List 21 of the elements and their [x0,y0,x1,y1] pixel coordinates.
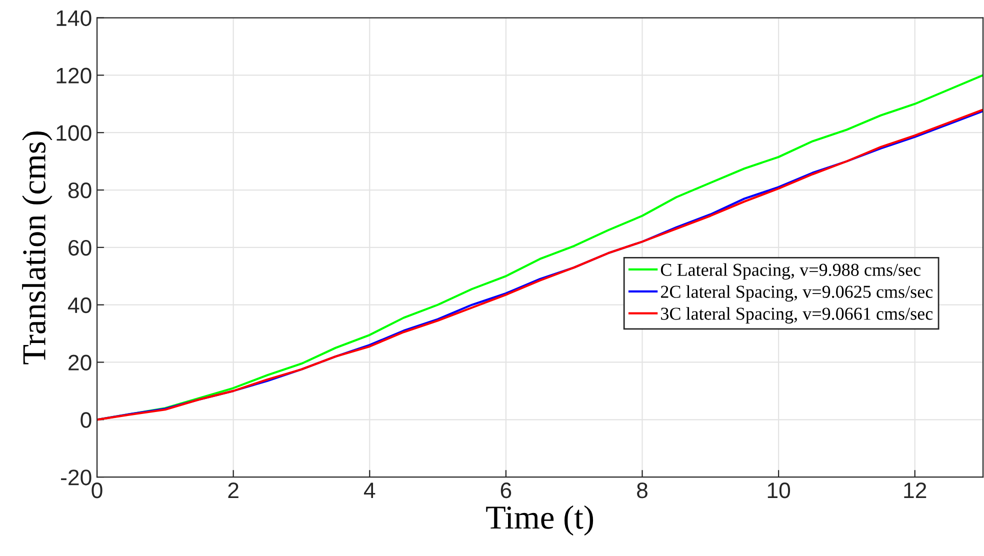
x-axis-title: Time (t) [486,505,594,536]
x-tick-label: 6 [500,482,512,498]
y-tick-label: 80 [68,182,92,198]
legend-label: 2C lateral Spacing, v=9.0625 cms/sec [660,285,933,302]
y-tick-label: 40 [68,297,92,314]
x-tick-label: 2 [228,482,238,498]
y-tick-label: 0 [80,412,92,428]
y-tick-label: 140 [56,10,92,26]
x-tick-label: 12 [904,482,926,498]
x-tick-label: 4 [364,482,376,498]
x-tick-label: 10 [768,482,790,498]
y-tick-label: 100 [56,125,92,141]
y-axis-title: Translation (cms) [22,131,52,364]
y-tick-label: 20 [68,354,92,371]
y-tick-label: 60 [68,240,92,256]
x-tick-label: 8 [637,482,648,498]
legend-label: C Lateral Spacing, v=9.988 cms/sec [660,263,921,280]
legend-label: 3C lateral Spacing, v=9.0661 cms/sec [661,307,933,324]
y-tick-label: -20 [61,470,92,486]
y-tick-label: 120 [56,68,92,84]
x-tick-label: 0 [92,482,102,498]
